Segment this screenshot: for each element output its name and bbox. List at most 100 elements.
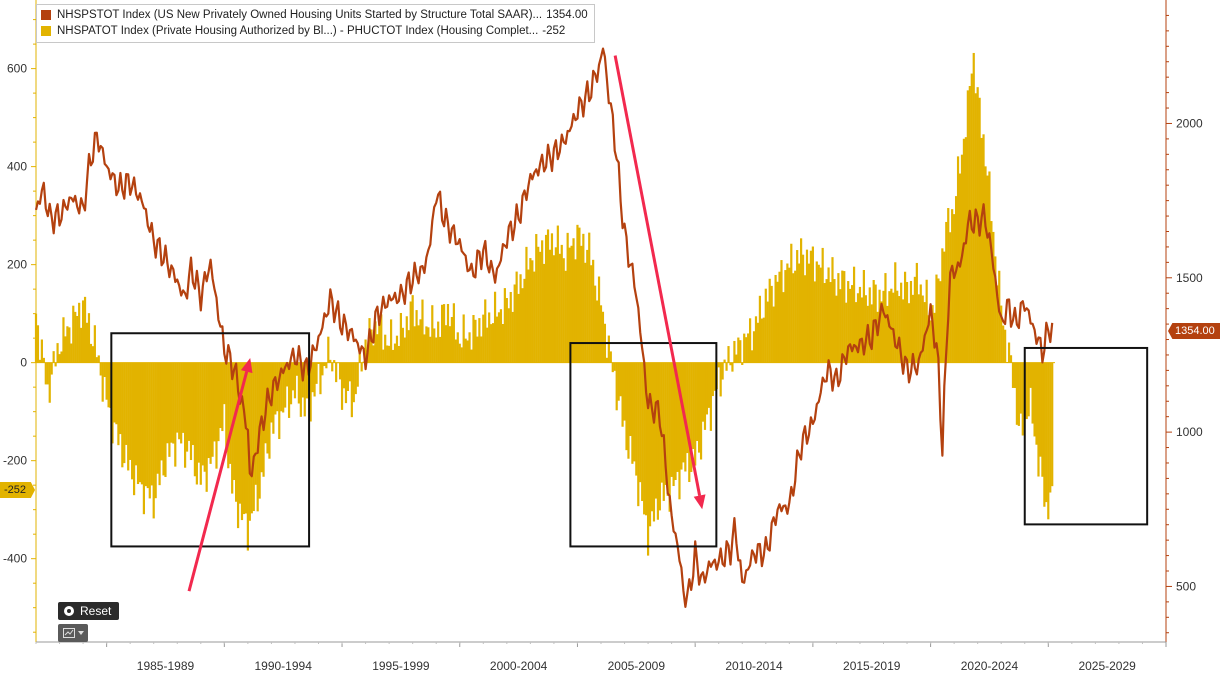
chart-type-button[interactable]: [58, 624, 88, 642]
difference-bar: [360, 362, 363, 372]
difference-bar: [788, 267, 791, 363]
difference-bar: [776, 281, 779, 363]
difference-bar: [890, 288, 893, 363]
difference-bar: [529, 258, 532, 363]
reset-button[interactable]: Reset: [58, 602, 120, 620]
difference-bar: [423, 334, 426, 363]
difference-bar: [660, 362, 663, 483]
difference-bar: [1011, 362, 1015, 388]
difference-bar: [286, 362, 289, 387]
chevron-down-icon: [77, 631, 84, 635]
difference-bar: [386, 345, 389, 363]
difference-bar: [970, 73, 973, 363]
difference-bar: [56, 343, 59, 363]
difference-bar: [407, 330, 410, 363]
difference-bar: [809, 250, 813, 363]
difference-bar: [525, 246, 528, 363]
difference-bar: [419, 319, 422, 363]
difference-bar: [748, 318, 752, 363]
difference-bar: [819, 267, 822, 363]
difference-bars: [34, 52, 1055, 556]
difference-bar: [501, 323, 505, 363]
difference-bar: [91, 346, 94, 363]
difference-bar: [760, 318, 763, 363]
difference-bar: [1043, 362, 1046, 507]
difference-bar: [984, 166, 987, 363]
difference-bar: [268, 362, 271, 459]
difference-bar: [703, 362, 707, 430]
difference-bar: [140, 362, 144, 485]
difference-bar: [297, 362, 300, 404]
difference-bar: [597, 276, 601, 363]
difference-bar: [413, 326, 416, 363]
difference-bar: [882, 290, 885, 363]
difference-bar: [911, 294, 915, 363]
difference-bar: [289, 362, 293, 405]
difference-bar: [519, 274, 522, 363]
difference-bar: [115, 362, 118, 425]
difference-bar: [129, 362, 132, 460]
difference-bar: [266, 362, 269, 454]
difference-bar: [770, 285, 773, 363]
left-tick-label: 600: [7, 62, 27, 76]
highlight-box: [569, 342, 718, 548]
difference-bar: [319, 362, 322, 395]
difference-bar: [537, 246, 540, 363]
difference-bar: [1027, 362, 1030, 417]
difference-bar: [800, 238, 803, 363]
annotation-layer: [110, 55, 1149, 592]
difference-bar: [825, 279, 828, 363]
difference-bar: [323, 362, 326, 367]
difference-bar: [348, 362, 351, 382]
difference-bar: [103, 362, 106, 378]
difference-bar: [739, 340, 742, 363]
difference-bar: [225, 362, 228, 453]
difference-bar: [1004, 329, 1007, 363]
difference-bar: [658, 362, 661, 511]
difference-bar: [560, 244, 563, 363]
x-tick-label: 2015-2019: [843, 659, 901, 673]
difference-bar: [601, 311, 605, 363]
difference-bar: [437, 321, 440, 363]
difference-bar: [350, 362, 353, 418]
difference-bar: [480, 336, 483, 363]
difference-bar: [648, 362, 652, 527]
x-tick-label: 2000-2004: [490, 659, 548, 673]
difference-bar: [68, 327, 71, 363]
difference-bar: [374, 321, 377, 363]
difference-bar: [372, 345, 375, 363]
difference-bar: [486, 327, 489, 363]
difference-bar: [199, 362, 202, 485]
difference-bar: [851, 285, 854, 363]
difference-bar: [641, 362, 644, 502]
difference-bar: [411, 295, 414, 363]
difference-bar: [778, 271, 781, 363]
difference-bar: [478, 318, 481, 363]
difference-bar: [709, 362, 712, 431]
difference-bar: [389, 319, 393, 363]
difference-bar: [835, 295, 838, 363]
difference-bar: [635, 362, 638, 476]
difference-bar: [187, 362, 191, 441]
difference-bar: [656, 362, 659, 520]
difference-bar: [637, 362, 640, 507]
difference-bar: [1000, 305, 1003, 363]
difference-bar: [725, 362, 728, 371]
difference-bar: [101, 362, 104, 402]
difference-bar: [752, 331, 756, 363]
difference-bar: [284, 362, 287, 408]
difference-bar: [70, 343, 73, 363]
difference-bar: [442, 304, 446, 363]
difference-bar: [515, 271, 518, 363]
difference-bar: [544, 234, 548, 363]
difference-bar: [189, 362, 193, 461]
difference-bar: [827, 267, 830, 363]
difference-bar: [472, 314, 475, 363]
difference-bar: [448, 326, 452, 363]
difference-bar: [784, 270, 787, 363]
difference-bar: [958, 173, 962, 363]
difference-bar: [676, 362, 679, 472]
difference-bar: [623, 362, 626, 421]
difference-bar: [807, 263, 811, 363]
difference-bar: [733, 340, 736, 363]
